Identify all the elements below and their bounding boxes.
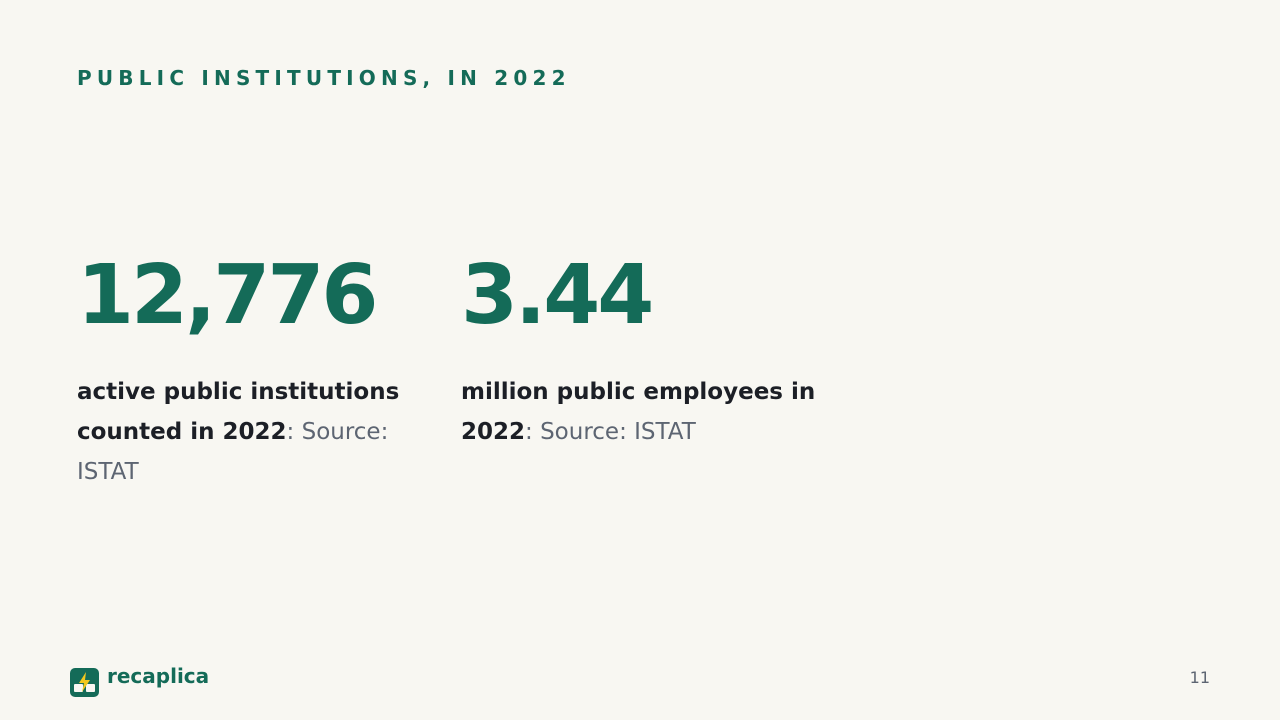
stat-source: : Source: ISTAT bbox=[77, 419, 389, 485]
slide-title: PUBLIC INSTITUTIONS, IN 2022 bbox=[77, 66, 571, 90]
stat-value: 3.44 bbox=[461, 248, 654, 343]
brand: recaplica bbox=[70, 664, 209, 697]
stat: 3.44 million public employees in 2022: S… bbox=[461, 250, 821, 452]
stat: 12,776 active public institutions counte… bbox=[77, 250, 417, 492]
stat-text: million public employees in 2022: Source… bbox=[461, 372, 821, 452]
stat-description: active public institutions counted in 20… bbox=[77, 379, 400, 445]
stat-text: active public institutions counted in 20… bbox=[77, 372, 417, 492]
brand-logo bbox=[70, 668, 99, 697]
stat-value: 12,776 bbox=[77, 248, 378, 343]
brand-name: recaplica bbox=[107, 663, 210, 688]
stat-description: million public employees in 2022 bbox=[461, 379, 816, 445]
page-number: 11 bbox=[1189, 668, 1210, 687]
stat-source: : Source: ISTAT bbox=[525, 419, 696, 445]
